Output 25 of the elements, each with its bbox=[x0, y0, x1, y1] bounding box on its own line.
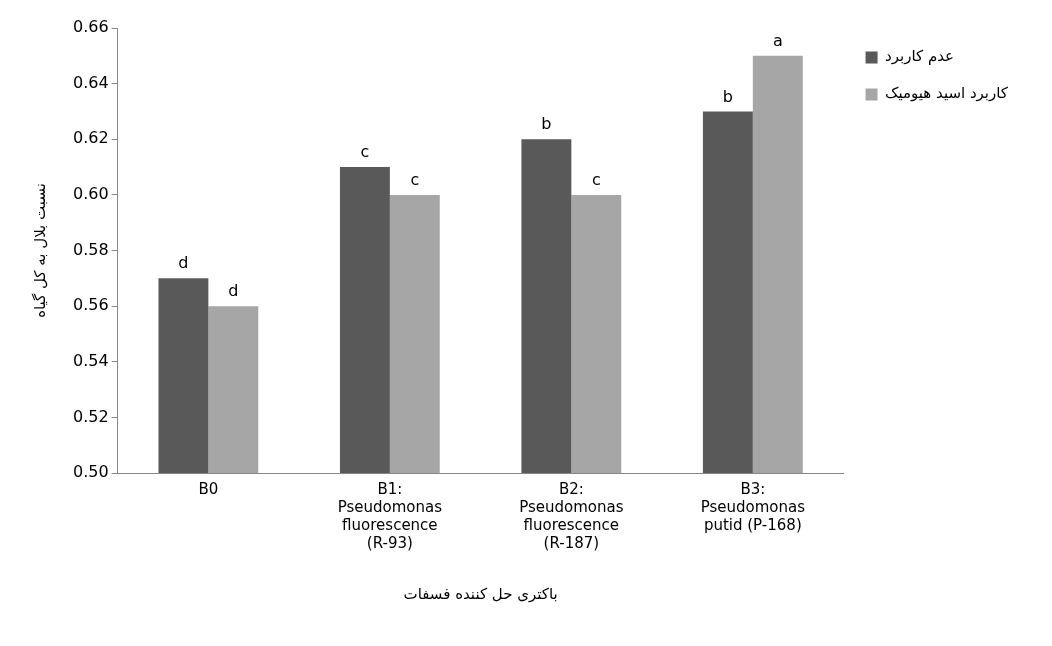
y-tick-label: 0.50 bbox=[73, 462, 109, 482]
x-tick-label: B3: Pseudomonas putid (P-168) bbox=[700, 479, 806, 534]
x-tick-label: B1: Pseudomonas fluorescence (R-93) bbox=[337, 479, 443, 552]
y-tick-label: 0.62 bbox=[73, 128, 109, 148]
annotation: b bbox=[722, 86, 733, 106]
x-tick-label: B0 bbox=[198, 479, 219, 498]
y-tick-label: 0.52 bbox=[73, 406, 109, 426]
y-tick-label: 0.64 bbox=[73, 72, 109, 92]
y-tick-label: 0.58 bbox=[73, 239, 109, 259]
annotation: a bbox=[772, 30, 783, 50]
y-axis-title: نسبت بلال به کل گیاه bbox=[30, 183, 49, 318]
annotation: d bbox=[178, 253, 189, 273]
y-tick-label: 0.54 bbox=[73, 350, 109, 370]
x-tick-label: B2: Pseudomonas fluorescence (R-187) bbox=[519, 479, 624, 552]
annotation: c bbox=[591, 170, 601, 190]
legend-label: کاربرد اسید هیومیک bbox=[885, 84, 1009, 103]
annotation: c bbox=[410, 170, 420, 190]
annotation: b bbox=[541, 114, 552, 134]
x-axis-title: باکتری حل کننده فسفات bbox=[403, 584, 558, 603]
y-tick-label: 0.60 bbox=[73, 184, 109, 204]
y-tick-label: 0.56 bbox=[73, 295, 109, 315]
y-tick-label: 0.66 bbox=[73, 17, 109, 37]
legend-label: عدم کاربرد bbox=[885, 47, 955, 66]
annotation: d bbox=[228, 281, 239, 301]
annotation: c bbox=[360, 142, 370, 162]
